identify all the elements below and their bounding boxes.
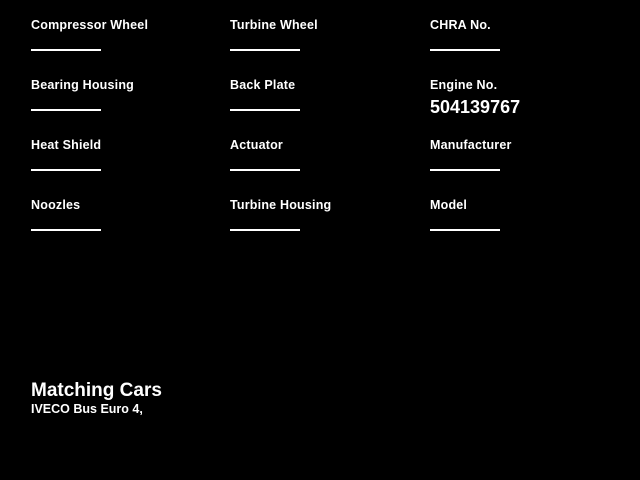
blank-value-line [31,49,101,51]
field-engine-no: Engine No. 504139767 [430,78,600,117]
field-manufacturer: Manufacturer [430,138,600,171]
field-label: Actuator [230,138,283,152]
blank-value-line [31,109,101,111]
field-label: Bearing Housing [31,78,135,92]
field-compressor-wheel: Compressor Wheel [31,18,201,51]
blank-value-line [430,229,500,231]
blank-value-line [31,169,101,171]
field-noozles: Noozles [31,198,201,231]
blank-value-line [430,49,500,51]
field-label: Model [430,198,468,212]
field-model: Model [430,198,600,231]
field-label: Compressor Wheel [31,18,149,32]
field-back-plate: Back Plate [230,78,400,111]
field-actuator: Actuator [230,138,400,171]
field-chra-no: CHRA No. [430,18,600,51]
field-label: Back Plate [230,78,296,92]
blank-value-line [230,49,300,51]
field-label: Noozles [31,198,81,212]
blank-value-line [430,169,500,171]
blank-value-line [31,229,101,231]
matching-cars-heading: Matching Cars [31,380,162,401]
field-label: CHRA No. [430,18,491,32]
blank-value-line [230,229,300,231]
field-bearing-housing: Bearing Housing [31,78,201,111]
field-label: Heat Shield [31,138,102,152]
field-turbine-wheel: Turbine Wheel [230,18,400,51]
field-turbine-housing: Turbine Housing [230,198,400,231]
field-label: Turbine Housing [230,198,332,212]
field-heat-shield: Heat Shield [31,138,201,171]
blank-value-line [230,109,300,111]
engine-no-value: 504139767 [430,97,521,117]
field-label: Manufacturer [430,138,512,152]
matching-cars-list: IVECO Bus Euro 4, [31,402,143,416]
field-label: Turbine Wheel [230,18,318,32]
blank-value-line [230,169,300,171]
field-label: Engine No. [430,78,498,92]
